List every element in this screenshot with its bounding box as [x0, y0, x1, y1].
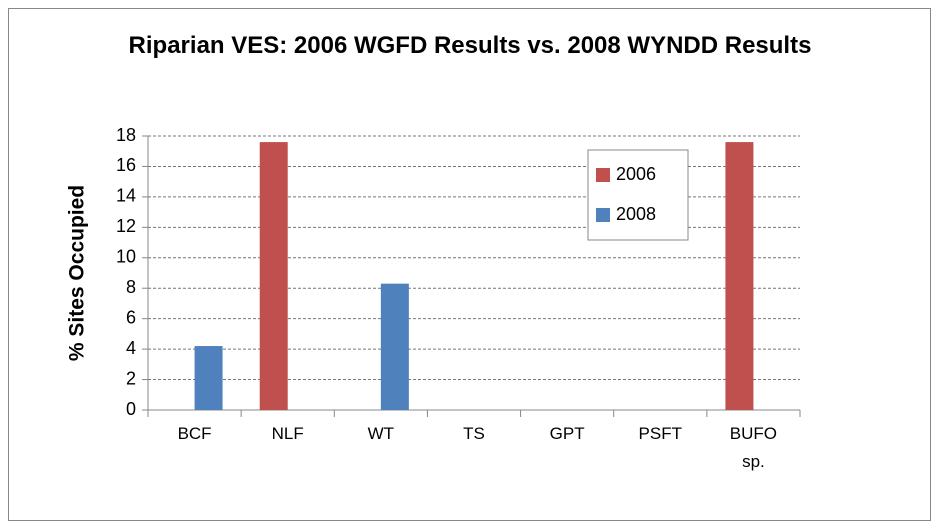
bar	[194, 346, 223, 410]
x-tick-label: NLF	[271, 424, 304, 443]
x-tick-label: GPT	[549, 424, 585, 443]
legend-swatch	[596, 168, 610, 182]
x-tick-label: BCF	[177, 424, 212, 443]
chart-border	[8, 8, 931, 521]
bar	[725, 142, 754, 411]
y-tick-label: 16	[116, 155, 136, 175]
bar	[259, 142, 288, 411]
legend-label: 2008	[616, 204, 656, 224]
x-tick-label: TS	[463, 424, 485, 443]
y-tick-label: 6	[126, 307, 136, 327]
y-tick-label: 4	[126, 338, 136, 358]
y-tick-label: 0	[126, 399, 136, 419]
y-tick-label: 14	[116, 186, 136, 206]
legend-label: 2006	[616, 164, 656, 184]
chart-title: Riparian VES: 2006 WGFD Results vs. 2008…	[128, 32, 812, 59]
x-tick-label: BUFO sp.	[729, 424, 778, 471]
y-axis-label: % Sites Occupied	[66, 185, 89, 361]
y-tick-label: 18	[116, 125, 136, 145]
bar	[380, 283, 409, 410]
x-tick-label: WT	[367, 424, 395, 443]
x-tick-label: PSFT	[638, 424, 682, 443]
y-tick-label: 10	[116, 247, 136, 267]
legend-box	[587, 149, 689, 241]
y-tick-label: 12	[116, 216, 136, 236]
legend-swatch	[596, 208, 610, 222]
y-tick-label: 8	[126, 277, 136, 297]
y-tick-label: 2	[126, 368, 136, 388]
